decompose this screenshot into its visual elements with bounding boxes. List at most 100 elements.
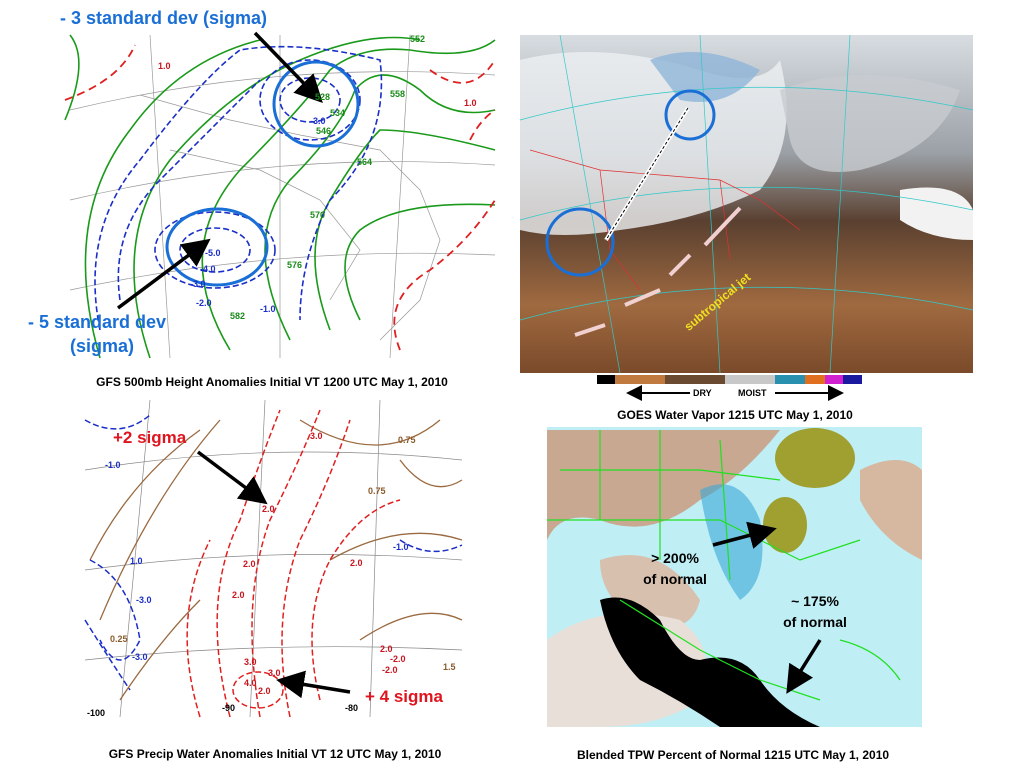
contour-label: -5.0 [205, 248, 221, 258]
contour-label: 0.25 [110, 634, 128, 644]
contour-label: 1.0 [130, 556, 143, 566]
map-shape [154, 211, 276, 289]
annotation: - 5 standard dev [28, 312, 166, 332]
map-shape [712, 521, 777, 549]
map-shape [311, 499, 401, 701]
contour-label: -3.0 [190, 279, 206, 289]
map-shape [64, 44, 136, 101]
map-shape [119, 399, 151, 718]
map-shape [85, 400, 462, 717]
map-shape [829, 34, 851, 374]
map-shape [545, 207, 615, 277]
map-shape [84, 451, 463, 471]
map-shape [369, 399, 381, 718]
contour-label: -3.0 [136, 595, 152, 605]
water-vapor-image: subtropical jet DRY MOIST GOES Water Vap… [519, 34, 974, 422]
annotation: > 200% [651, 550, 699, 566]
map-shape [119, 599, 201, 701]
contour-label: -1.0 [260, 304, 276, 314]
contour-label: -1.0 [393, 542, 409, 552]
map-shape [825, 375, 843, 384]
map-shape [650, 52, 760, 102]
map-shape [84, 414, 463, 691]
map-shape [64, 44, 496, 351]
contour-label: 534 [330, 108, 345, 118]
contour-label: -2.0 [390, 654, 406, 664]
map-shape [599, 169, 641, 291]
map-shape [668, 253, 692, 277]
axis-label: -100 [87, 708, 105, 718]
map-shape [775, 428, 855, 488]
map-shape [703, 206, 742, 247]
map-shape [69, 71, 496, 111]
contour-label: 0.75 [368, 486, 386, 496]
map-shape [665, 375, 725, 384]
contour-label: -2.0 [382, 665, 398, 675]
map-shape [519, 34, 974, 374]
map-shape [344, 203, 496, 321]
map-shape [84, 619, 131, 691]
map-shape [699, 34, 721, 374]
map-shape [64, 34, 80, 121]
map-shape [299, 419, 441, 446]
map-shape [69, 34, 496, 359]
contour-label: 3.0 [244, 657, 257, 667]
map-shape [116, 238, 211, 310]
contour-label: 546 [316, 126, 331, 136]
map-shape [84, 646, 463, 661]
map-shape [399, 459, 463, 488]
map-shape [574, 206, 742, 337]
map-shape [69, 161, 496, 201]
map-shape [900, 187, 973, 240]
contour-label: 0.75 [398, 435, 416, 445]
contour-label: 2.0 [350, 558, 363, 568]
contour-label: 528 [315, 92, 330, 102]
map-shape [251, 409, 321, 718]
map-shape [329, 532, 463, 561]
contour-label: 2.0 [262, 504, 275, 514]
axis-label: -80 [345, 703, 358, 713]
map-shape [149, 34, 171, 359]
map-shape [259, 59, 361, 141]
contour-label: -3.0 [310, 116, 326, 126]
map-shape [393, 199, 496, 351]
map-shape [133, 36, 421, 359]
map-shape [186, 539, 211, 718]
contour-label: 582 [230, 311, 245, 321]
map-shape [664, 89, 716, 141]
annotation: + 4 sigma [365, 687, 444, 706]
map-shape [519, 86, 974, 121]
map-shape [276, 670, 351, 699]
map-shape [860, 460, 922, 560]
map-shape [839, 639, 901, 681]
contour-label: 576 [287, 260, 302, 270]
map-shape [469, 109, 496, 141]
map-shape [775, 375, 805, 384]
contour-label: 558 [390, 89, 405, 99]
map-shape [139, 94, 441, 341]
map-shape [253, 31, 323, 104]
annotation: (sigma) [70, 336, 134, 356]
map-shape [314, 129, 496, 331]
contour-label: -3.0 [132, 652, 148, 662]
map-shape [597, 375, 615, 384]
legend-label: MOIST [738, 388, 767, 398]
map-shape [843, 375, 862, 384]
contour-label: -4.0 [200, 264, 216, 274]
annotation: of normal [783, 614, 847, 630]
map-shape [89, 419, 463, 701]
contour-label: 564 [357, 157, 372, 167]
caption: GFS Precip Water Anomalies Initial VT 12… [109, 747, 442, 761]
map-shape [519, 186, 974, 221]
map-shape [560, 469, 781, 481]
contour-label: 570 [310, 210, 325, 220]
map-shape [84, 39, 261, 359]
map-shape [359, 612, 463, 641]
map-shape [84, 414, 151, 430]
map-shape [94, 45, 383, 331]
map-shape [117, 79, 261, 301]
contour-label: 1.5 [443, 662, 456, 672]
map-shape [600, 597, 820, 727]
